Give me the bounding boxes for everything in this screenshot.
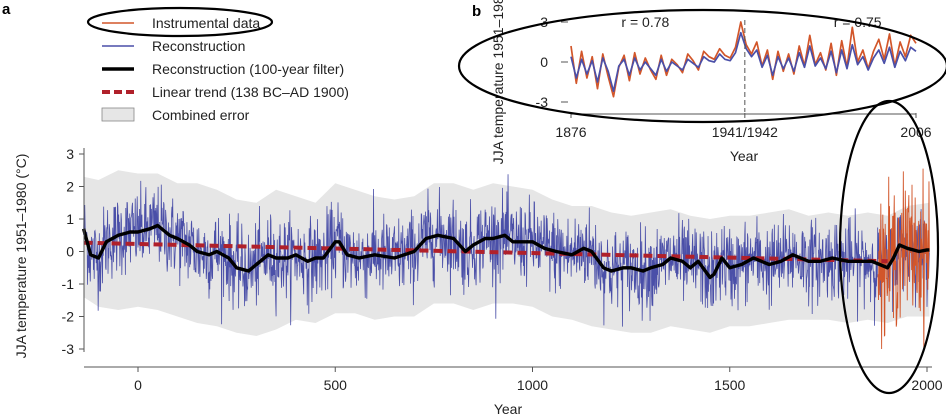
y-tick-label-b: 3 — [540, 14, 548, 30]
instrumental-line — [877, 168, 930, 350]
linear-trend-line — [83, 240, 888, 264]
correlation-annotation: r = 0.78 — [621, 14, 669, 30]
x-axis-label-b: Year — [730, 148, 759, 164]
y-tick-label-b: -3 — [536, 94, 549, 110]
x-tick-label-a: 2000 — [911, 377, 942, 393]
legend-instrumental-data-label: Instrumental data — [152, 15, 260, 31]
y-tick-label-a: 2 — [66, 179, 74, 195]
y-tick-label-a: 1 — [66, 211, 74, 227]
filter-line — [81, 223, 930, 280]
y-tick-label-a: 0 — [66, 244, 74, 260]
x-tick-label-b: 1941/1942 — [712, 124, 778, 140]
recent-period-highlight-ellipse — [838, 99, 940, 395]
x-tick-label-a: 500 — [324, 377, 348, 393]
panel-b-letter: b — [472, 3, 481, 20]
y-tick-label-a: -3 — [62, 341, 75, 357]
x-tick-label-a: 0 — [134, 377, 142, 393]
legend-reconstruction-label: Reconstruction — [152, 38, 245, 54]
x-tick-label-a: 1500 — [714, 377, 745, 393]
x-tick-label-b: 2006 — [900, 124, 931, 140]
x-tick-label-b: 1876 — [555, 124, 586, 140]
panel-b-highlight-ellipse — [457, 8, 946, 124]
y-tick-label-b: 0 — [540, 54, 548, 70]
legend-highlight-ellipse — [86, 6, 274, 38]
legend-combined-error-swatch — [101, 107, 135, 122]
panel-b-instrumental-data-line — [570, 21, 917, 98]
annotation-overlay — [86, 6, 946, 395]
legend-linear-trend-138-bc-ad-1900-label: Linear trend (138 BC–AD 1900) — [152, 84, 349, 100]
panel-a-letter: a — [2, 1, 11, 18]
y-tick-label-a: 3 — [66, 146, 74, 162]
legend: Instrumental data Reconstruction Reconstru… — [101, 15, 349, 123]
y-axis-label-a: JJA temperature 1951–1980 (°C) — [13, 154, 29, 359]
y-axis-label-b: JJA temperature 1951–1980 (°C) — [490, 0, 506, 164]
y-tick-label-a: -2 — [62, 309, 75, 325]
x-tick-label-a: 1000 — [517, 377, 548, 393]
y-tick-label-a: -1 — [62, 276, 75, 292]
x-axis-label-a: Year — [494, 401, 523, 417]
legend-combined-error-label: Combined error — [152, 107, 250, 123]
legend-reconstruction-100-year-filter-label: Reconstruction (100-year filter) — [152, 61, 344, 77]
panel-b-reconstruction-line — [570, 31, 917, 93]
